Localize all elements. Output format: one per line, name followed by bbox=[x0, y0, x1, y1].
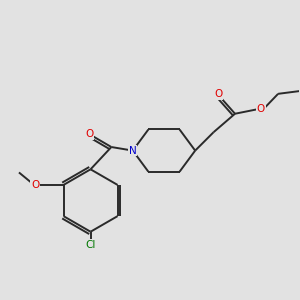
Text: O: O bbox=[31, 180, 39, 190]
Text: Cl: Cl bbox=[85, 239, 96, 250]
Text: O: O bbox=[85, 129, 94, 139]
Text: O: O bbox=[257, 104, 265, 114]
Text: O: O bbox=[214, 89, 222, 99]
Text: N: N bbox=[129, 146, 136, 156]
